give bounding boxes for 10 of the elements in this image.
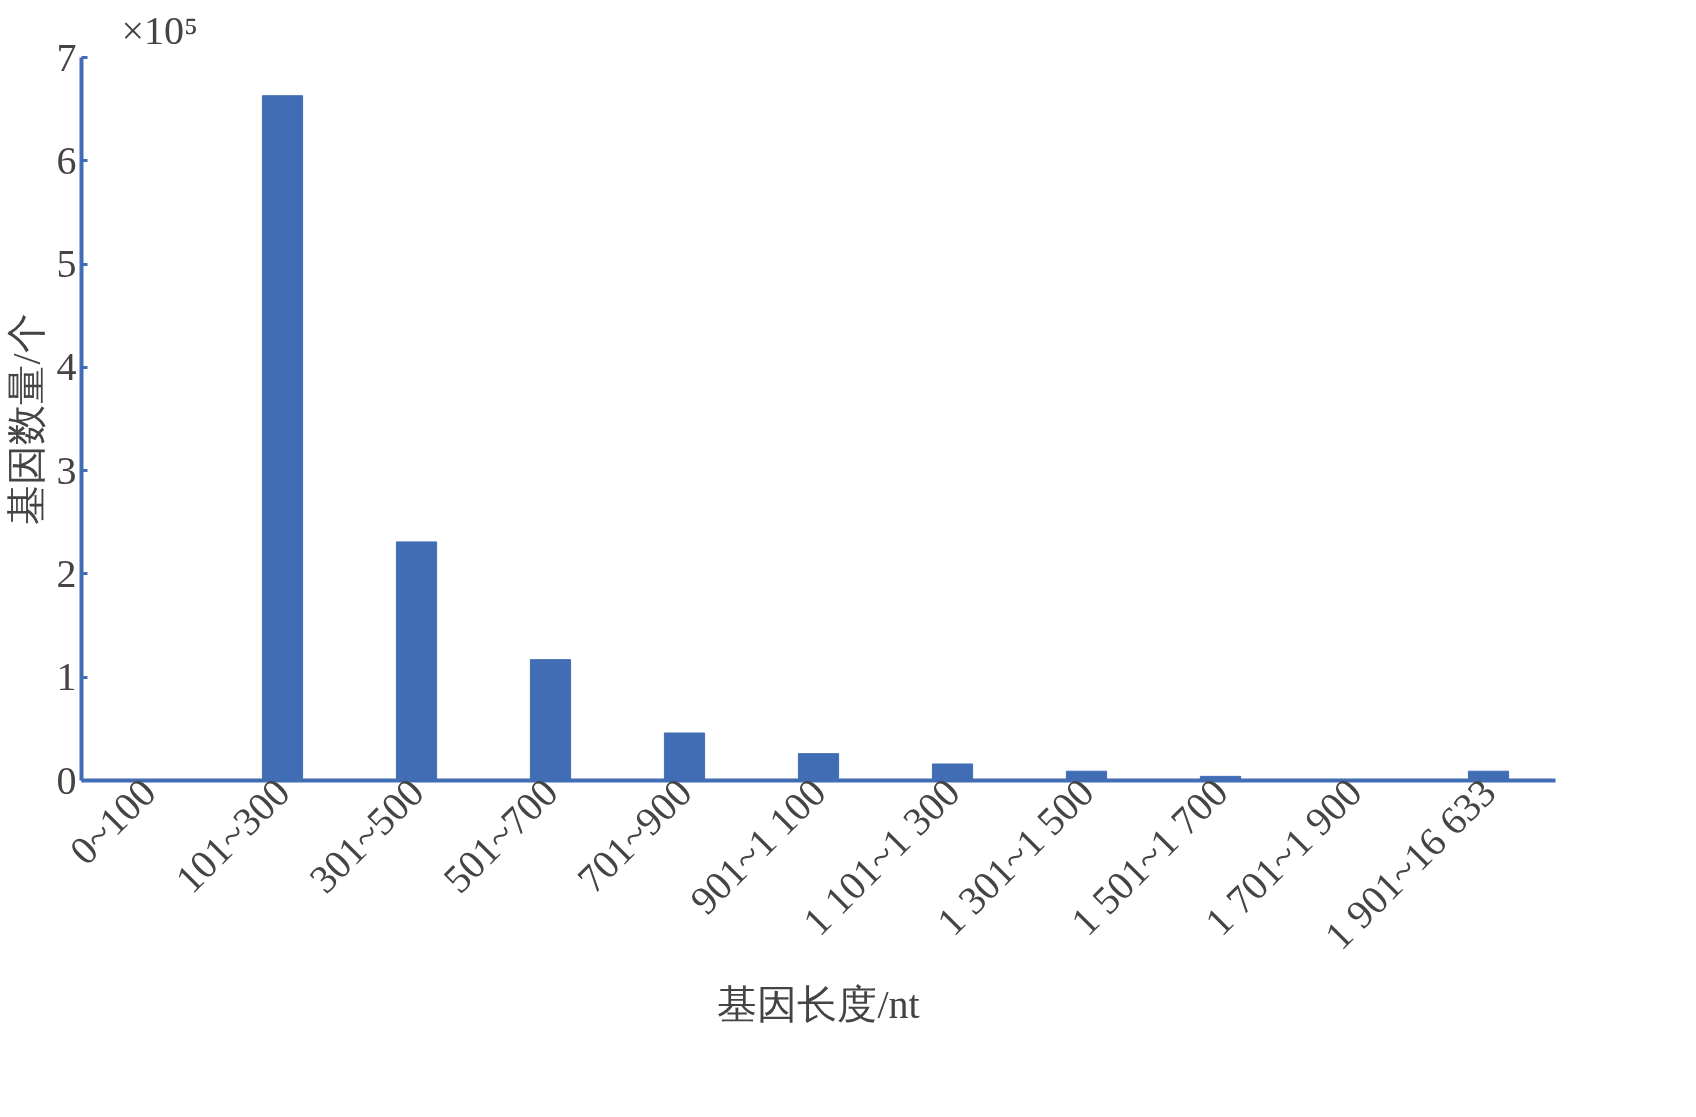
y-tick-label: 7 (56, 34, 77, 80)
x-axis-title: 基因长度/nt (717, 982, 920, 1028)
y-tick-label: 6 (56, 137, 77, 183)
y-tick-label: 4 (56, 344, 77, 390)
text: ×10⁵ (121, 7, 199, 53)
y-axis-title: 基因数量/个 (3, 313, 49, 525)
y-tick-label: 1 (56, 654, 77, 700)
y-tick-label: 3 (56, 447, 77, 493)
y-tick-label: 5 (56, 241, 77, 287)
y-tick-label: 2 (56, 550, 77, 596)
